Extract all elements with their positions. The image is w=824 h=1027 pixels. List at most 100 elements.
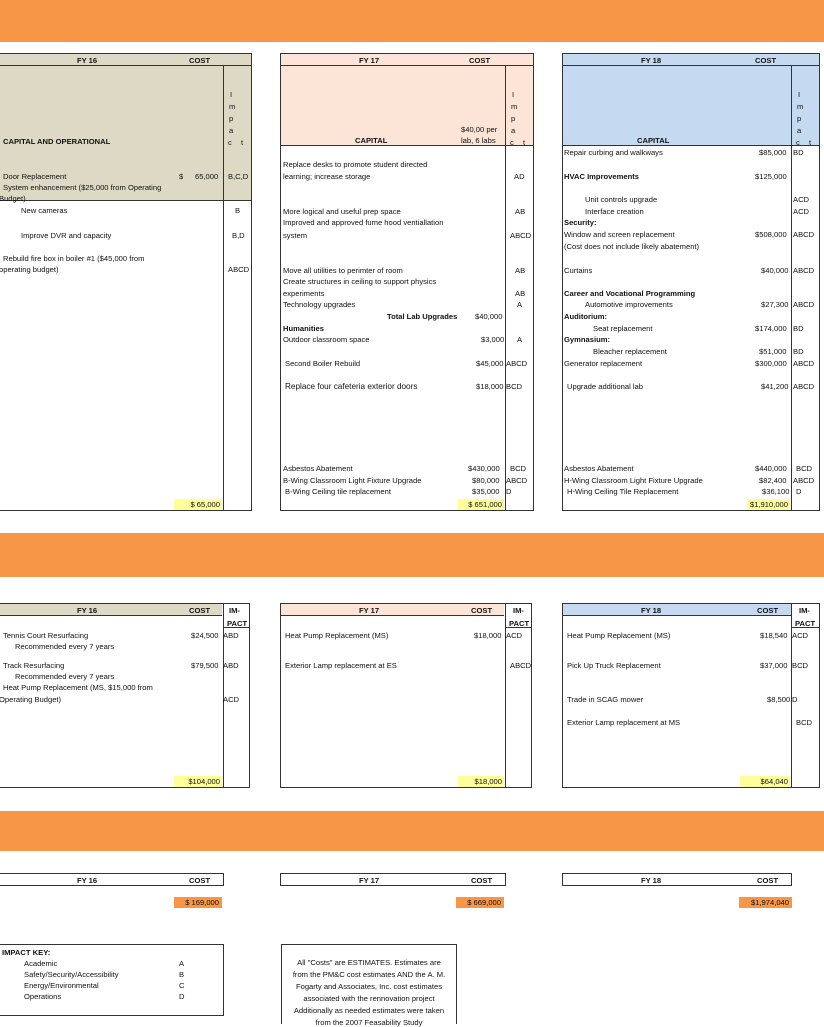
impact-value: BCD [792, 661, 809, 670]
grand-fy17-total: $ 669,000 [456, 897, 504, 908]
list-item: Bleacher replacement [593, 347, 667, 356]
impact-value: A [517, 335, 523, 344]
list-item: Operating Budget) [0, 695, 62, 704]
impact-key-code: A [179, 959, 185, 968]
capital-fy17-panel: FY 17 COST I m p a c t $40,00 per lab, 6… [280, 53, 534, 511]
list-item: Improved and approved fume hood ventiall… [283, 218, 444, 227]
impact-key-label: Academic [24, 959, 58, 968]
list-item: Upgrade additional lab [567, 382, 643, 391]
cost-value: $18,540 [760, 631, 788, 640]
list-item: Asbestos Abatement [564, 464, 634, 473]
impact-letter: p [229, 114, 234, 123]
list-item: B-Wing Ceiling tile replacement [285, 487, 391, 496]
list-item: HVAC Improvements [564, 172, 639, 181]
capital-fy18-total: $1,910,000 [747, 499, 790, 510]
impact-value: BCD [796, 464, 813, 473]
impact-letter: t [809, 138, 812, 147]
impact-letter: m [229, 102, 236, 111]
list-item: Interface creation [585, 207, 644, 216]
list-item: Gymnasium: [564, 335, 610, 344]
impact-key-title: IMPACT KEY: [2, 948, 51, 957]
impact-letter: t [241, 138, 244, 147]
divider [505, 627, 531, 628]
impact-letter: p [511, 114, 516, 123]
list-item: Pick Up Truck Replacement [567, 661, 661, 670]
impact-value: ACD [223, 695, 240, 704]
list-item: Improve DVR and capacity [21, 231, 112, 240]
impact-key-label: Safety/Security/Accessibility [24, 970, 119, 979]
list-item: B-Wing Classroom Light Fixture Upgrade [283, 476, 422, 485]
capital-fy16-section-fill [0, 66, 223, 200]
impact-value: D [792, 695, 798, 704]
fy18-year-label: FY 18 [641, 56, 662, 65]
list-item: Outdoor classroom space [283, 335, 370, 344]
impact-value: ABCD [510, 661, 532, 670]
cost-value: $82,400 [759, 476, 787, 485]
note-line: from the 2007 Feasability Study [315, 1018, 423, 1027]
list-item: learning; increase storage [283, 172, 371, 181]
impact-letter: I [230, 90, 233, 99]
cost-note: $40,00 per [461, 125, 498, 134]
cost-sym: $ [179, 172, 184, 181]
impact-value: ABCD [506, 359, 528, 368]
list-item: Heat Pump Replacement (MS) [285, 631, 389, 640]
cost-value: $3,000 [481, 335, 505, 344]
divider [281, 145, 533, 146]
operational-fy18-total: $64,040 [740, 776, 790, 787]
operational-fy17-total: $18,000 [458, 776, 504, 787]
impact-value: AB [515, 207, 526, 216]
fy16-cost-label: COST [189, 606, 211, 615]
impact-value: BD [793, 148, 804, 157]
impact-label: IM- [799, 606, 810, 615]
impact-letter: a [511, 126, 516, 135]
impact-value: AB [515, 266, 526, 275]
fy18-year-label: FY 18 [641, 606, 662, 615]
impact-letter: I [512, 90, 515, 99]
list-item: Trade in SCAG mower [567, 695, 644, 704]
impact-key-box: IMPACT KEY: Academic A Safety/Security/A… [0, 944, 224, 1016]
cost-value: 65,000 [195, 172, 219, 181]
impact-value: B,C,D [228, 172, 249, 181]
cost-value: $18,000 [474, 631, 502, 640]
divider [791, 627, 819, 628]
impact-value: D [796, 487, 802, 496]
capital-fy16-impact-fill [224, 66, 251, 200]
list-item: Door Replacement [3, 172, 67, 181]
impact-letter: c [228, 138, 232, 147]
grand-fy18-header: FY 18 COST [562, 873, 792, 886]
capital-fy16-section-title: CAPITAL AND OPERATIONAL [3, 137, 111, 146]
impact-value: ABCD [793, 266, 815, 275]
grand-fy16-total: $ 169,000 [174, 897, 222, 908]
capital-fy16-panel: FY 16 COST I m p a c t CAPITAL AND OPERA… [0, 53, 252, 511]
list-item: Create structures in ceiling to support … [283, 277, 437, 286]
list-item: Tennis Court Resurfacing [3, 631, 89, 640]
impact-value: ACD [792, 631, 809, 640]
list-item: Seat replacement [593, 324, 653, 333]
impact-value: ABCD [793, 476, 815, 485]
impact-value: A [517, 300, 523, 309]
divider [505, 604, 506, 787]
top-banner [0, 0, 824, 42]
list-item: Total Lab Upgrades [387, 312, 458, 321]
fy16-year-label: FY 16 [77, 56, 98, 65]
impact-label: IM- [513, 606, 524, 615]
estimate-note-box: All "Costs" are ESTIMATES. Estimates are… [281, 944, 457, 1027]
impact-value: BD [793, 324, 804, 333]
grand-fy16-header: FY 16 COST [0, 873, 224, 886]
fy18-cost-label: COST [757, 876, 779, 885]
list-item: Repair curbing and walkways [564, 148, 663, 157]
cost-value: $41,200 [761, 382, 789, 391]
list-item: Exterior Lamp replacement at MS [567, 718, 681, 727]
list-item: H-Wing Ceiling Tile Replacement [567, 487, 679, 496]
list-item: Unit controls upgrade [585, 195, 658, 204]
impact-letter: m [511, 102, 518, 111]
list-item: New cameras [21, 206, 68, 215]
cost-value: $51,000 [759, 347, 787, 356]
cost-value: $40,000 [475, 312, 503, 321]
impact-key-label: Operations [24, 992, 62, 1001]
capital-fy18-header: FY 18 COST [563, 54, 819, 66]
divider [791, 66, 792, 510]
capital-fy17-total: $ 651,000 [458, 499, 504, 510]
impact-value: B [235, 206, 241, 215]
list-item: Curtains [564, 266, 593, 275]
